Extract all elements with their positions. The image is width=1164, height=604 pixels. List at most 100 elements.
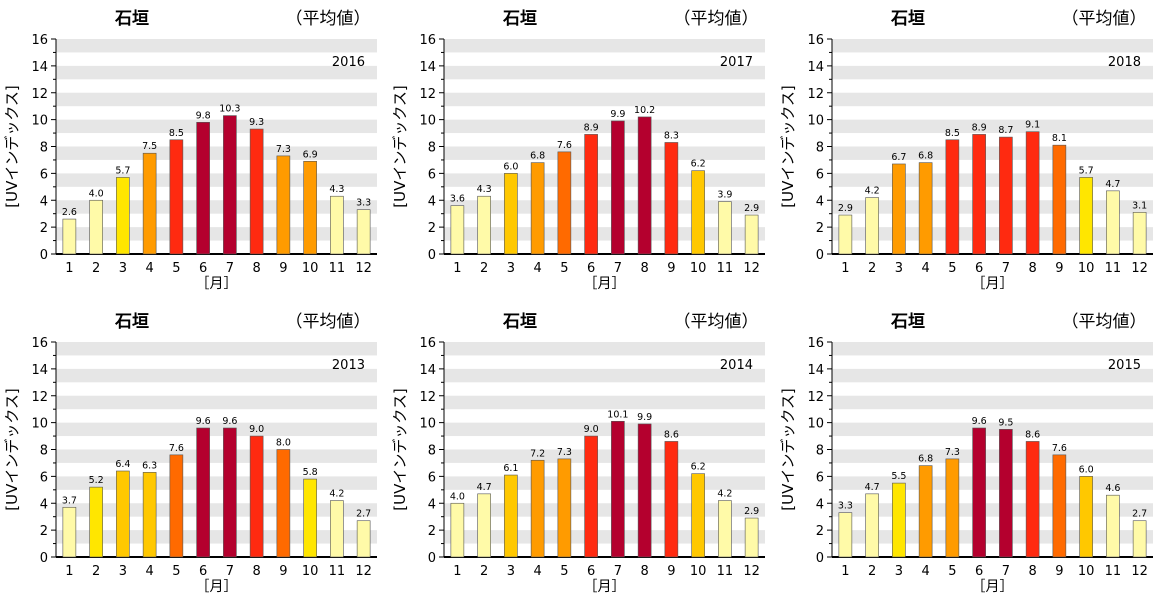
background-band <box>444 146 765 160</box>
bar-value-label: 9.9 <box>610 109 625 120</box>
bar <box>744 517 759 558</box>
y-axis-label: [UVインデックス] <box>779 388 797 511</box>
x-tick-label: 9 <box>279 261 287 276</box>
bar-value-label: 2.9 <box>744 506 759 517</box>
bar <box>356 520 371 558</box>
background-band <box>56 92 377 107</box>
bar <box>356 209 371 255</box>
bar-value-label: 2.7 <box>1132 509 1147 520</box>
bar <box>303 478 317 558</box>
y-tick-label: 10 <box>807 417 824 432</box>
bar-value-label: 6.0 <box>503 161 518 172</box>
y-tick-label: 14 <box>419 60 436 75</box>
bar <box>1052 454 1067 558</box>
background-band <box>444 39 765 53</box>
x-axis-label: ［月］ <box>196 276 238 292</box>
bar <box>664 441 679 558</box>
y-tick-label: 16 <box>419 33 436 48</box>
background-band <box>56 39 377 53</box>
bar-value-label: 9.1 <box>1025 120 1040 131</box>
background-band <box>832 65 1153 80</box>
year-label: 2014 <box>720 358 753 373</box>
bar-value-label: 9.6 <box>972 416 987 427</box>
background-band <box>832 503 1153 517</box>
y-tick-label: 2 <box>428 524 436 539</box>
y-tick-label: 2 <box>816 221 824 236</box>
y-tick-label: 12 <box>31 390 48 405</box>
bar <box>999 136 1013 255</box>
bar-value-label: 6.8 <box>918 151 933 162</box>
bar-value-label: 3.3 <box>838 501 853 512</box>
bar <box>62 218 77 255</box>
bar <box>504 173 518 255</box>
background-band <box>444 503 765 517</box>
x-tick-label: 3 <box>895 261 903 276</box>
y-tick-label: 6 <box>428 470 436 485</box>
bar-value-label: 3.3 <box>356 198 371 209</box>
bar-value-label: 6.7 <box>891 152 906 163</box>
x-tick-label: 1 <box>841 261 849 276</box>
x-tick-label: 6 <box>975 564 983 579</box>
bar-value-label: 9.6 <box>222 416 237 427</box>
y-axis-label: [UVインデックス] <box>391 85 409 208</box>
bar-value-label: 8.3 <box>664 130 679 141</box>
background-band <box>832 200 1153 214</box>
bar-value-label: 7.6 <box>1052 443 1067 454</box>
bar <box>918 465 933 558</box>
bar <box>557 458 572 558</box>
bar <box>330 195 344 255</box>
y-tick-label: 2 <box>428 221 436 236</box>
background-band <box>832 395 1153 410</box>
bar-value-label: 9.5 <box>998 417 1013 428</box>
chart-2014: 石垣 （平均値） 0 2 4 6 8 10 12 14 16 [UVインデックス] 2014 4.0 1 4.… <box>391 312 765 595</box>
x-axis-label: ［月］ <box>972 579 1014 595</box>
x-tick-label: 2 <box>92 564 100 579</box>
bar-value-label: 4.7 <box>477 482 492 493</box>
background-band <box>444 342 765 356</box>
bar-value-label: 7.6 <box>169 443 184 454</box>
bar <box>892 482 906 558</box>
bar-value-label: 4.7 <box>1105 179 1120 190</box>
y-tick-label: 2 <box>40 221 48 236</box>
bar-value-label: 7.3 <box>945 447 960 458</box>
background-band <box>56 146 377 160</box>
x-tick-label: 3 <box>507 261 515 276</box>
x-tick-label: 1 <box>65 564 73 579</box>
bar-value-label: 4.6 <box>1105 483 1120 494</box>
y-tick-label: 10 <box>31 114 48 129</box>
bar <box>1052 144 1067 255</box>
x-tick-label: 2 <box>868 564 876 579</box>
chart-subtitle: （平均値） <box>1062 312 1147 332</box>
x-tick-label: 2 <box>868 261 876 276</box>
x-tick-label: 1 <box>841 564 849 579</box>
y-tick-label: 10 <box>31 417 48 432</box>
background-band <box>444 449 765 463</box>
bar-value-label: 3.9 <box>717 190 732 201</box>
bar-value-label: 2.9 <box>744 203 759 214</box>
bar <box>330 500 344 558</box>
bar-value-label: 2.7 <box>356 509 371 520</box>
y-tick-label: 14 <box>419 363 436 378</box>
bar <box>450 502 465 558</box>
bar <box>1079 177 1093 255</box>
bar <box>169 139 184 255</box>
x-tick-label: 10 <box>302 261 319 276</box>
bar <box>1132 520 1147 558</box>
y-tick-label: 4 <box>428 497 436 512</box>
x-tick-label: 11 <box>1105 564 1122 579</box>
y-tick-label: 8 <box>40 444 48 459</box>
background-band <box>444 227 765 241</box>
x-tick-label: 12 <box>743 261 760 276</box>
x-tick-label: 7 <box>226 564 234 579</box>
y-tick-label: 12 <box>419 87 436 102</box>
x-tick-label: 9 <box>1055 564 1063 579</box>
y-tick-label: 0 <box>428 248 436 263</box>
year-label: 2017 <box>720 55 753 70</box>
bar-value-label: 6.8 <box>530 151 545 162</box>
bar-value-label: 4.3 <box>477 184 492 195</box>
bar-value-label: 2.6 <box>62 207 77 218</box>
bar-value-label: 5.5 <box>891 471 906 482</box>
x-axis-label: ［月］ <box>584 276 626 292</box>
bar-value-label: 9.3 <box>249 117 264 128</box>
bar <box>637 116 652 255</box>
